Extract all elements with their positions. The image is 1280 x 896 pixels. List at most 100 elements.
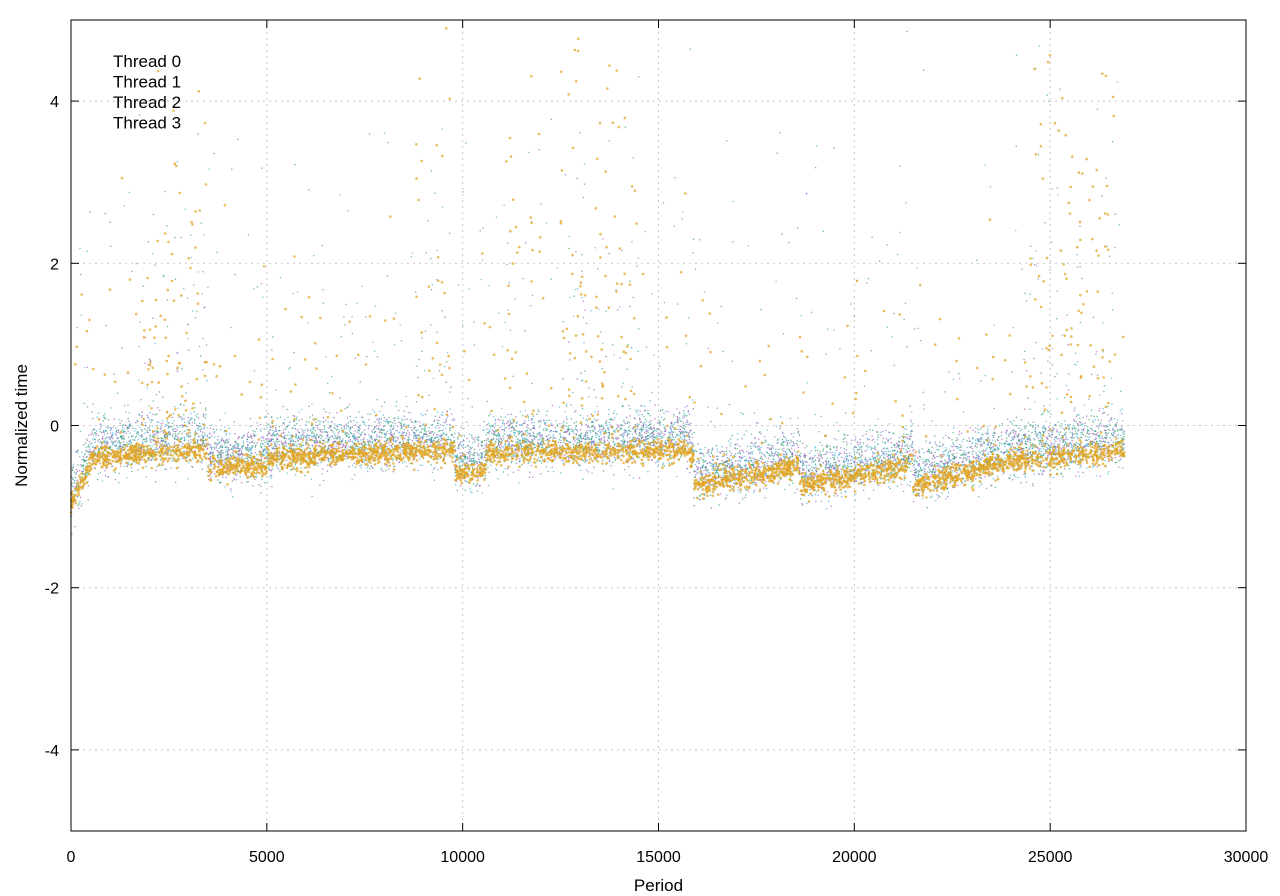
data-point xyxy=(249,451,252,453)
data-point xyxy=(804,447,806,449)
data-point xyxy=(683,412,685,415)
data-point xyxy=(806,382,808,384)
data-point xyxy=(723,451,726,453)
data-point xyxy=(421,436,424,438)
data-point xyxy=(419,464,421,467)
data-point xyxy=(671,435,674,437)
data-point xyxy=(333,433,336,435)
data-point xyxy=(745,460,748,462)
data-point xyxy=(437,468,439,471)
data-point xyxy=(92,445,94,448)
data-point xyxy=(359,464,361,467)
data-point xyxy=(817,494,819,496)
data-point xyxy=(129,441,132,443)
data-point xyxy=(95,434,97,436)
data-point xyxy=(334,437,337,439)
data-point xyxy=(533,424,536,427)
data-point xyxy=(267,438,269,440)
data-point xyxy=(942,443,945,446)
data-point xyxy=(656,460,658,462)
data-point xyxy=(586,459,589,461)
data-point xyxy=(699,498,701,501)
data-point xyxy=(1095,434,1098,436)
data-point xyxy=(560,439,562,441)
data-point xyxy=(763,454,766,456)
data-point xyxy=(599,431,602,434)
data-point xyxy=(1000,468,1002,470)
data-point xyxy=(515,441,517,443)
data-point xyxy=(761,458,764,460)
data-point xyxy=(678,411,681,413)
data-point xyxy=(514,298,516,300)
data-point xyxy=(99,471,102,474)
data-point xyxy=(189,432,192,434)
data-point xyxy=(1037,437,1039,439)
data-point xyxy=(664,410,667,413)
data-point xyxy=(1095,437,1097,439)
data-point xyxy=(783,488,786,491)
data-point xyxy=(238,442,240,445)
data-point xyxy=(343,428,345,430)
data-point xyxy=(498,312,500,315)
data-point xyxy=(1044,429,1047,432)
data-point xyxy=(154,264,156,266)
data-point xyxy=(102,429,105,432)
data-point xyxy=(905,428,908,431)
data-point xyxy=(752,457,754,460)
data-point xyxy=(504,467,507,470)
data-point xyxy=(801,502,803,505)
data-point xyxy=(141,411,143,413)
data-point xyxy=(501,428,503,431)
data-point xyxy=(867,438,869,441)
data-point xyxy=(354,357,357,360)
data-point xyxy=(847,465,850,468)
data-point xyxy=(349,428,351,431)
data-point xyxy=(82,456,85,458)
data-point xyxy=(140,399,142,401)
data-point xyxy=(1012,326,1015,329)
data-point xyxy=(783,450,785,452)
data-point xyxy=(627,441,629,443)
data-point xyxy=(953,453,955,455)
data-point xyxy=(909,405,911,407)
data-point xyxy=(409,462,411,465)
data-point xyxy=(1027,430,1030,433)
data-point xyxy=(454,454,456,457)
data-point xyxy=(155,431,158,434)
data-point xyxy=(1109,418,1112,420)
data-point xyxy=(1053,442,1056,444)
data-point xyxy=(843,451,846,453)
data-point xyxy=(327,421,330,423)
data-point xyxy=(922,69,925,71)
data-point xyxy=(156,434,159,436)
data-point xyxy=(995,453,997,456)
data-point xyxy=(168,430,171,432)
data-point xyxy=(508,425,510,428)
data-point xyxy=(116,442,119,444)
data-point xyxy=(590,310,592,312)
data-point xyxy=(1035,250,1037,252)
data-point xyxy=(790,447,793,449)
data-point xyxy=(636,411,638,414)
data-point xyxy=(106,427,109,429)
data-point xyxy=(88,450,91,452)
data-point xyxy=(1108,423,1110,425)
data-point xyxy=(115,444,117,446)
data-point xyxy=(1074,352,1077,355)
data-point xyxy=(1080,423,1082,425)
data-point xyxy=(431,471,434,474)
data-point xyxy=(291,461,294,463)
data-point xyxy=(372,431,374,433)
data-point xyxy=(1060,426,1063,429)
data-point xyxy=(152,433,155,436)
data-point xyxy=(821,456,824,459)
data-point xyxy=(837,454,840,456)
data-point xyxy=(1001,438,1003,441)
data-point xyxy=(513,427,515,430)
data-point xyxy=(84,366,86,369)
data-point xyxy=(448,232,451,234)
data-point xyxy=(962,411,965,413)
data-point xyxy=(403,428,406,431)
data-point xyxy=(256,442,258,444)
data-point xyxy=(528,151,530,154)
